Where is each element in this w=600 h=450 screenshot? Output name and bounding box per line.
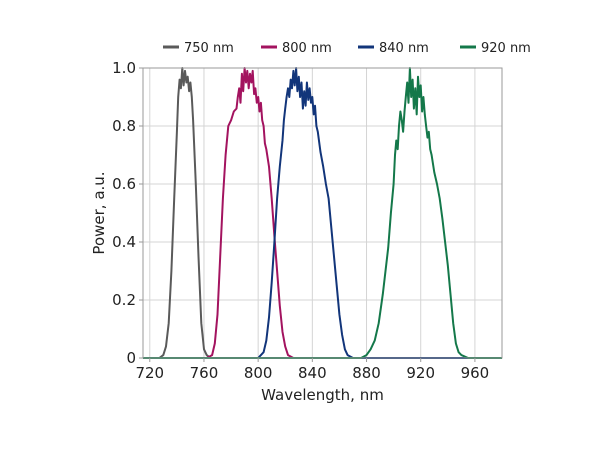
y-tick-label: 0 [126, 349, 136, 367]
legend-label: 750 nm [184, 41, 234, 56]
y-axis-label: Power, a.u. [90, 171, 108, 254]
grid [143, 67, 502, 359]
x-tick-label: 920 [406, 364, 435, 382]
x-tick-label: 960 [461, 364, 490, 382]
series-line-750-nm [143, 67, 502, 359]
series-line-800-nm [143, 67, 502, 359]
y-tick-label: 0.8 [112, 117, 136, 135]
y-tick-label: 0.6 [112, 175, 136, 193]
y-tick-label: 0.2 [112, 291, 136, 309]
legend-label: 800 nm [282, 41, 332, 56]
legend: 750 nm 800 nm 840 nm 920 nm [163, 41, 531, 56]
plot-frame [142, 67, 503, 359]
x-tick-label: 760 [190, 364, 219, 382]
x-tick-label: 720 [135, 364, 164, 382]
series-lines [143, 67, 502, 359]
legend-label: 840 nm [379, 41, 429, 56]
series-line-840-nm [143, 67, 502, 359]
x-axis-label: Wavelength, nm [261, 386, 384, 404]
x-tick-label: 840 [298, 364, 327, 382]
y-axis-ticks: 0 0.2 0.4 0.6 0.8 1.0 [112, 59, 143, 367]
y-tick-label: 0.4 [112, 233, 136, 251]
series-line-920-nm [143, 67, 502, 359]
x-tick-label: 800 [244, 364, 273, 382]
y-tick-label: 1.0 [112, 59, 136, 77]
x-tick-label: 880 [352, 364, 381, 382]
legend-label: 920 nm [481, 41, 531, 56]
x-axis-ticks: 720 760 800 840 880 920 960 [135, 358, 489, 382]
